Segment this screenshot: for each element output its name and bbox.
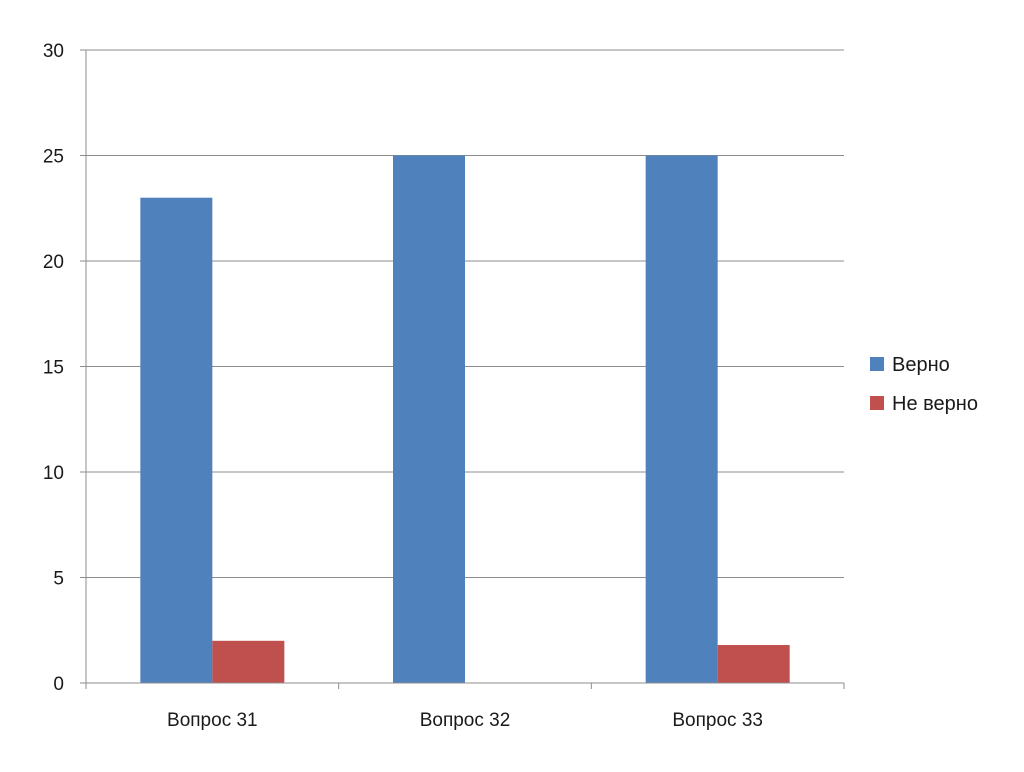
axes xyxy=(80,49,845,689)
legend: Верно Не верно xyxy=(870,354,978,415)
category-label: Вопрос 32 xyxy=(420,710,511,731)
category-labels: Вопрос 31 Вопрос 32 Вопрос 33 xyxy=(167,710,763,731)
bar-verno-2 xyxy=(393,155,465,683)
bar-verno-3 xyxy=(645,155,718,683)
bars xyxy=(140,155,790,683)
category-label: Вопрос 31 xyxy=(167,710,258,731)
category-label: Вопрос 33 xyxy=(672,710,763,731)
legend-label: Не верно xyxy=(892,393,978,415)
y-tick-label: 15 xyxy=(43,358,64,379)
y-tick-label: 30 xyxy=(43,41,64,62)
legend-swatch xyxy=(870,357,884,371)
y-tick-labels: 0 5 10 15 20 25 30 xyxy=(43,41,64,695)
legend-swatch xyxy=(870,396,884,410)
y-tick-label: 0 xyxy=(53,674,64,695)
y-tick-label: 25 xyxy=(43,147,64,168)
bar-ne-verno-1 xyxy=(212,640,285,683)
y-tick-label: 5 xyxy=(53,569,64,590)
bar-ne-verno-3 xyxy=(717,645,790,683)
y-tick-label: 20 xyxy=(43,252,64,273)
bar-verno-1 xyxy=(140,197,213,683)
y-tick-label: 10 xyxy=(43,463,64,484)
legend-label: Верно xyxy=(892,354,950,376)
